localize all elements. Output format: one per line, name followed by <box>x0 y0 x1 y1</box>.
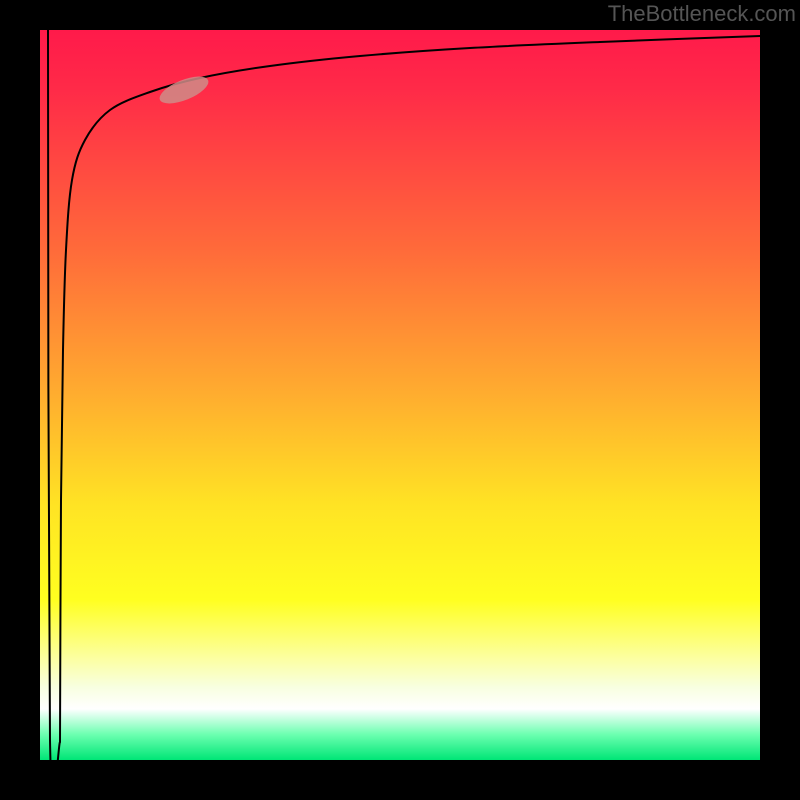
bottleneck-chart: TheBottleneck.com <box>0 0 800 800</box>
watermark-label: TheBottleneck.com <box>608 0 796 28</box>
chart-svg <box>0 0 800 800</box>
